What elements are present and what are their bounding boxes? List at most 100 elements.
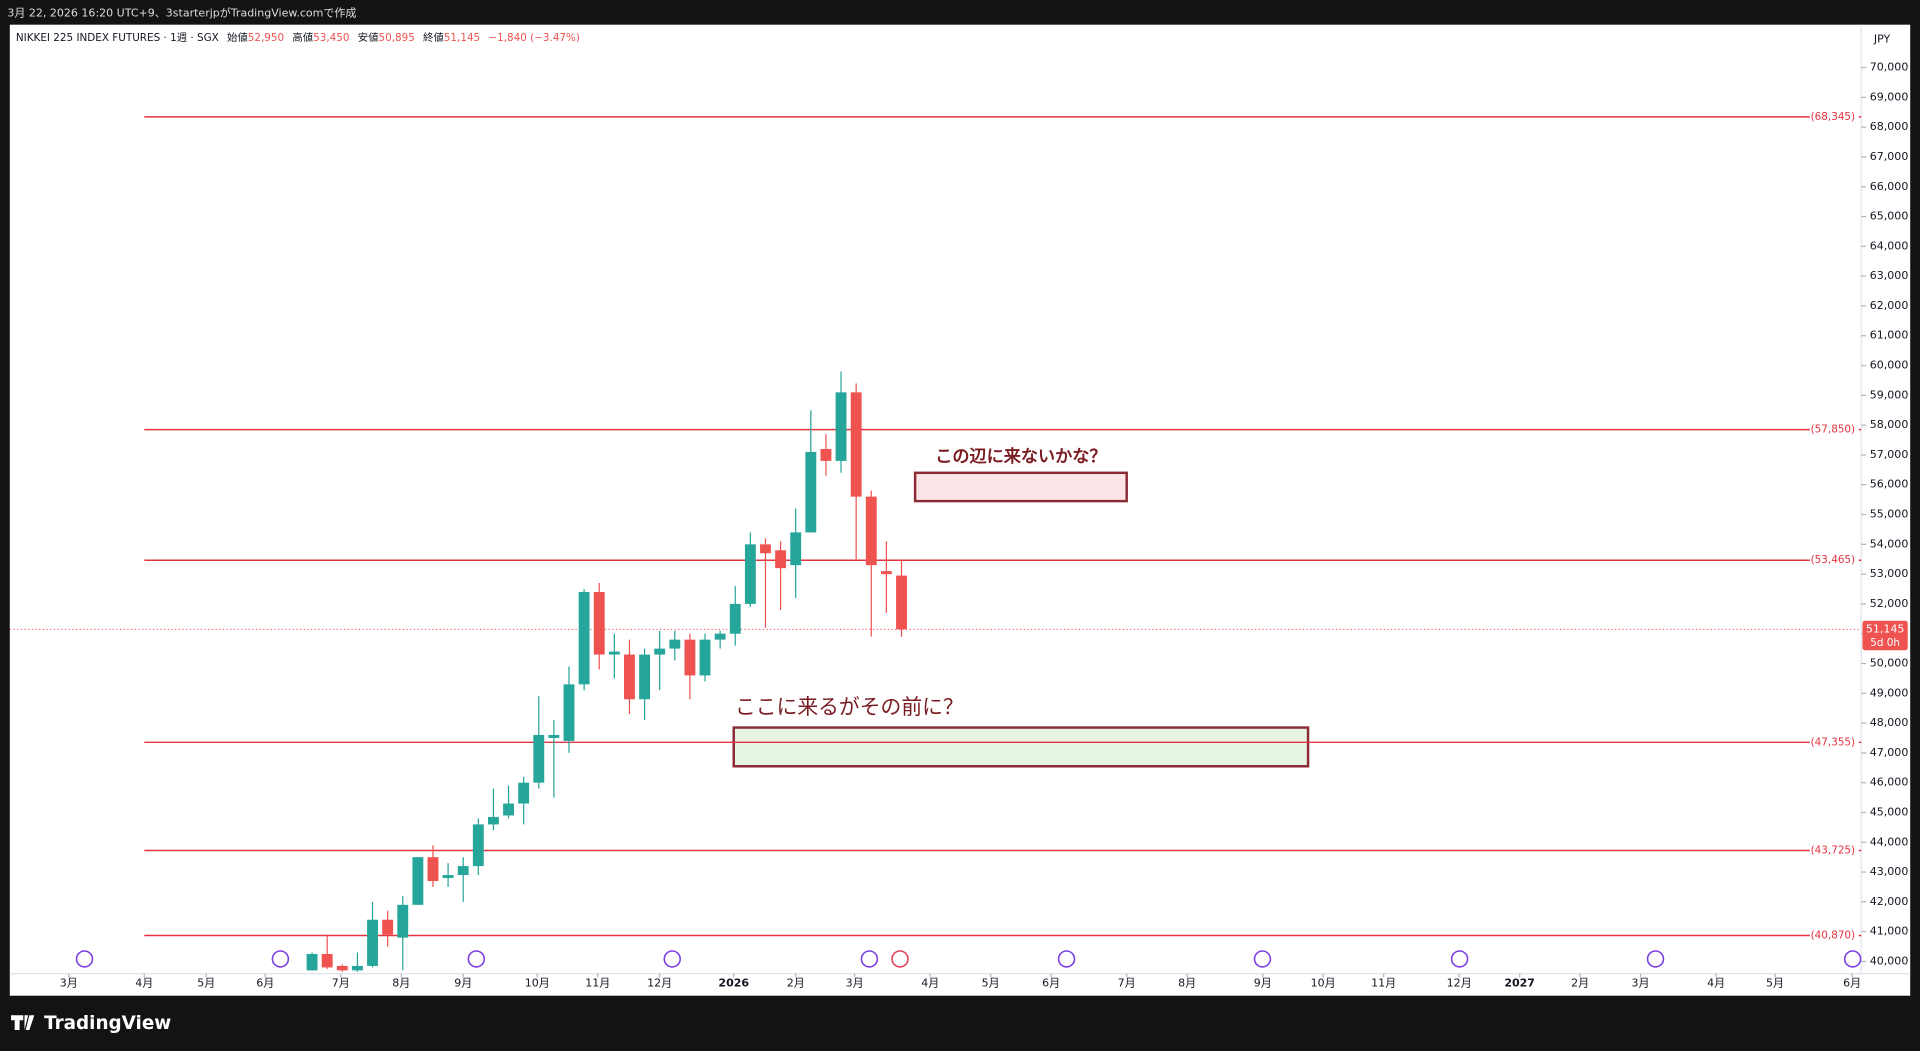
y-tick-label: 48,000 [1870, 716, 1909, 729]
candle-body [775, 550, 787, 569]
candle-body [760, 544, 771, 554]
candle-body [820, 448, 832, 461]
x-tick-label: 7月 [332, 976, 350, 989]
y-tick-label: 52,000 [1870, 597, 1909, 610]
countdown: 5d 0h [1870, 637, 1900, 649]
candle-body [503, 803, 514, 816]
candle-body [578, 591, 590, 685]
candle-body [472, 824, 484, 867]
candle-body [744, 544, 756, 604]
candle-body [684, 639, 696, 676]
level-label: (53,465) [1811, 554, 1855, 566]
candle-body [518, 782, 530, 804]
x-tick-label: 3月 [846, 976, 864, 989]
candle-body [850, 392, 862, 497]
x-tick-label: 2月 [1571, 976, 1589, 989]
symbol: NIKKEI 225 INDEX FUTURES · 1週 · SGX [16, 32, 219, 44]
y-tick-label: 54,000 [1870, 537, 1909, 550]
x-tick-label: 3月 [1632, 976, 1650, 989]
candle-body [790, 532, 802, 566]
candle-body [805, 451, 817, 533]
currency: JPY [1873, 32, 1891, 45]
y-tick-label: 60,000 [1870, 359, 1909, 372]
event-icons [75, 950, 1862, 968]
candle-body [548, 735, 560, 738]
level-label-bg [1809, 734, 1859, 750]
low: 50,895 [378, 32, 414, 44]
x-tick-label: 12月 [1447, 976, 1472, 989]
y-tick-label: 70,000 [1870, 61, 1909, 74]
low-label: 安値 [358, 31, 379, 44]
x-tick-label: 5月 [982, 976, 1000, 989]
x-tick-label: 3月 [60, 976, 78, 989]
candle-body [321, 953, 333, 968]
annotation-text: この辺に来ないかな？ [935, 446, 1106, 467]
open-label: 始値 [227, 31, 248, 44]
x-tick-label: 4月 [1707, 976, 1725, 989]
y-tick-label: 63,000 [1870, 269, 1909, 282]
annotation-box [913, 471, 1128, 503]
y-tick-label: 43,000 [1870, 865, 1909, 878]
close: 51,145 [444, 32, 480, 44]
candle-body [880, 571, 892, 575]
y-tick-label: 47,000 [1870, 746, 1909, 759]
level-label: (68,345) [1811, 111, 1855, 123]
brand: TradingView [44, 1013, 171, 1034]
candle-body [306, 953, 318, 971]
x-tick-label: 9月 [454, 976, 472, 989]
candle-body [608, 651, 620, 655]
level-label-bg [1809, 928, 1859, 943]
candle-body [896, 575, 907, 630]
y-tick-label: 44,000 [1870, 835, 1909, 848]
candle-body [563, 684, 575, 741]
y-tick-label: 49,000 [1870, 686, 1909, 699]
y-tick-label: 66,000 [1870, 180, 1909, 193]
open: 52,950 [248, 32, 284, 44]
y-tick-label: 59,000 [1870, 388, 1909, 401]
level-label: (57,850) [1811, 424, 1855, 436]
candle-body [699, 639, 711, 676]
candle-body [669, 639, 681, 649]
x-tick-label: 5月 [1766, 976, 1784, 989]
annotation-box [732, 726, 1310, 768]
x-tick-label: 8月 [392, 976, 410, 989]
x-tick-label: 7月 [1118, 976, 1136, 989]
x-tick-label: 11月 [1371, 976, 1396, 989]
y-tick-label: 68,000 [1870, 120, 1909, 133]
level-label-bg [1809, 843, 1859, 858]
x-tick-label: 4月 [921, 976, 939, 989]
x-tick-label: 11月 [585, 976, 610, 989]
candle-body [336, 965, 348, 971]
candle-body [714, 633, 726, 640]
y-tick-label: 55,000 [1870, 508, 1909, 521]
x-tick-label: 10月 [1311, 976, 1336, 989]
y-tick-label: 58,000 [1870, 418, 1909, 431]
y-tick-label: 50,000 [1870, 656, 1909, 669]
x-tick-label: 2月 [787, 976, 805, 989]
top-caption: 3月 22, 2026 16:20 UTC+9、3starterjpがTradi… [7, 6, 356, 20]
y-tick-label: 45,000 [1870, 805, 1909, 818]
y-tick-label: 69,000 [1870, 90, 1909, 103]
x-tick-label: 8月 [1178, 976, 1196, 989]
level-label: (47,355) [1811, 736, 1855, 748]
y-tick-label: 62,000 [1870, 299, 1909, 312]
candle-body [367, 919, 378, 966]
x-tick-label: 5月 [197, 976, 215, 989]
level-label-bg [1809, 552, 1859, 568]
y-tick-label: 65,000 [1870, 210, 1909, 223]
candle-body [624, 654, 635, 700]
y-tick-label: 40,000 [1870, 954, 1909, 967]
candle-body [442, 875, 454, 879]
level-label-bg [1809, 109, 1859, 125]
x-tick-label: 6月 [1042, 976, 1060, 989]
candle-body [593, 591, 605, 655]
y-tick-label: 42,000 [1870, 895, 1909, 908]
candle-body [351, 965, 363, 971]
last-price-tag [1862, 620, 1908, 651]
x-tick-label: 12月 [647, 976, 672, 989]
level-label: (40,870) [1811, 930, 1855, 942]
candle-body [533, 735, 545, 783]
x-tick-label: 10月 [525, 976, 550, 989]
x-tick-label: 6月 [1843, 976, 1861, 989]
y-tick-label: 56,000 [1870, 478, 1909, 491]
